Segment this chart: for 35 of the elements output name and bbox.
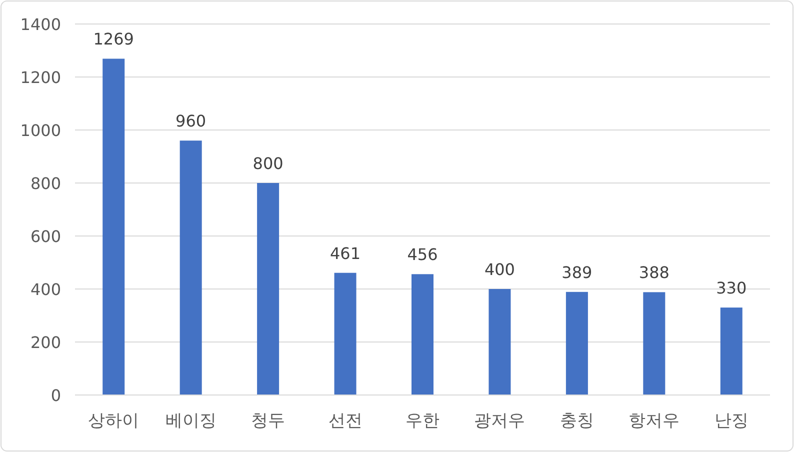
- data-label: 800: [252, 154, 284, 173]
- x-tick-label: 광저우: [474, 411, 526, 431]
- data-label: 330: [716, 278, 747, 298]
- data-label: 461: [330, 244, 361, 263]
- bar: [720, 308, 742, 395]
- y-tick-label: 1400: [20, 15, 61, 34]
- bar: [180, 140, 202, 395]
- data-label: 960: [176, 112, 206, 131]
- y-tick-label: 0: [50, 386, 61, 405]
- data-label: 388: [638, 263, 670, 282]
- bar: [566, 292, 588, 395]
- x-tick-label: 항저우: [628, 411, 680, 431]
- bar: [412, 274, 434, 395]
- bar: [102, 58, 125, 395]
- x-tick-label: 청두: [251, 411, 286, 431]
- bar: [643, 292, 666, 395]
- bar: [257, 183, 280, 395]
- data-label: 456: [407, 245, 438, 264]
- data-label: 400: [484, 260, 515, 279]
- y-tick-label: 200: [30, 333, 61, 352]
- x-tick-label: 난징: [714, 411, 748, 431]
- y-tick-label: 600: [30, 227, 61, 246]
- bar: [488, 289, 511, 395]
- x-tick-label: 충칭: [560, 411, 594, 431]
- y-tick-label: 800: [30, 174, 61, 193]
- x-tick-label: 선전: [328, 411, 362, 431]
- y-tick-label: 400: [30, 280, 61, 299]
- y-tick-label: 1200: [20, 68, 61, 87]
- x-tick-label: 베이징: [165, 411, 216, 431]
- y-tick-label: 1000: [20, 121, 61, 140]
- x-tick-label: 상하이: [88, 411, 140, 431]
- x-tick-label: 우한: [406, 411, 440, 431]
- bar: [334, 272, 356, 395]
- data-label: 1269: [93, 30, 134, 49]
- data-label: 389: [562, 262, 592, 282]
